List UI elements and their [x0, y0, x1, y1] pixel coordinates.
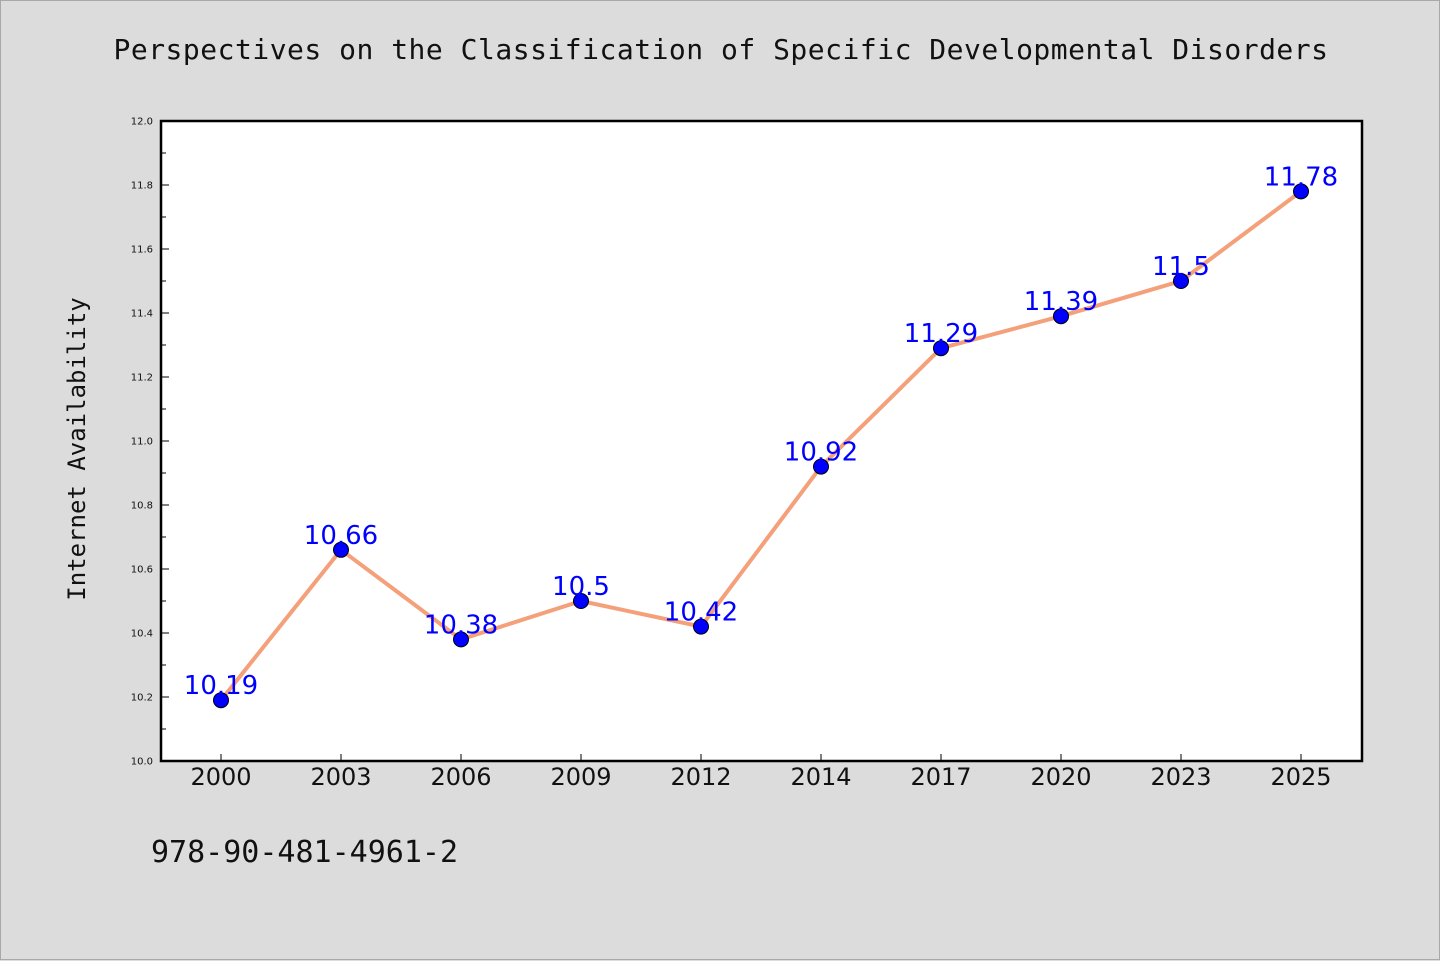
x-tick-label: 2014 — [790, 763, 851, 791]
y-tick-label: 11.0 — [131, 437, 153, 448]
data-label: 10.5 — [552, 572, 610, 602]
data-point — [1173, 273, 1189, 289]
y-tick-label: 12.0 — [131, 117, 153, 128]
y-tick-label: 10.8 — [131, 501, 153, 512]
data-point — [813, 458, 829, 475]
series-line — [219, 189, 1303, 702]
data-label: 10.38 — [424, 610, 498, 640]
data-label: 10.19 — [184, 671, 258, 701]
data-point — [693, 618, 709, 635]
data-label: 11.5 — [1152, 252, 1210, 282]
data-label: 11.78 — [1264, 162, 1338, 192]
data-label: 10.92 — [784, 438, 858, 468]
y-axis-title: Internet Availability — [63, 297, 91, 600]
y-tick-label: 11.2 — [131, 373, 153, 384]
chart-title: Perspectives on the Classification of Sp… — [113, 33, 1329, 66]
isbn-text: 978-90-481-4961-2 — [151, 835, 459, 870]
plot-area — [159, 119, 1364, 763]
x-tick-label: 2023 — [1150, 763, 1211, 791]
y-tick-label: 11.6 — [131, 245, 153, 256]
y-tick-label: 11.8 — [131, 181, 153, 192]
data-label: 10.42 — [664, 598, 738, 628]
y-tick-label: 10.6 — [131, 565, 153, 576]
data-point — [213, 692, 229, 709]
y-tick-label: 10.0 — [131, 757, 153, 768]
y-tick-label: 10.2 — [131, 693, 153, 704]
x-tick-label: 2025 — [1270, 763, 1331, 791]
data-label: 11.39 — [1024, 287, 1098, 317]
x-tick-label: 2000 — [190, 763, 251, 791]
data-point — [933, 340, 949, 357]
x-tick-label: 2009 — [550, 763, 611, 791]
y-tick-label: 10.4 — [131, 629, 153, 640]
x-tick-label: 2006 — [430, 763, 491, 791]
x-tick-label: 2012 — [670, 763, 731, 791]
data-point — [1293, 183, 1309, 200]
x-tick-label: 2020 — [1030, 763, 1091, 791]
data-label: 11.29 — [904, 319, 978, 349]
data-point — [573, 593, 589, 609]
data-point — [333, 541, 349, 558]
x-tick-label: 2017 — [910, 763, 971, 791]
data-point — [453, 631, 469, 648]
x-tick-label: 2003 — [310, 763, 371, 791]
data-label: 10.66 — [304, 521, 378, 551]
y-tick-label: 11.4 — [131, 309, 153, 320]
data-point — [1053, 308, 1069, 325]
